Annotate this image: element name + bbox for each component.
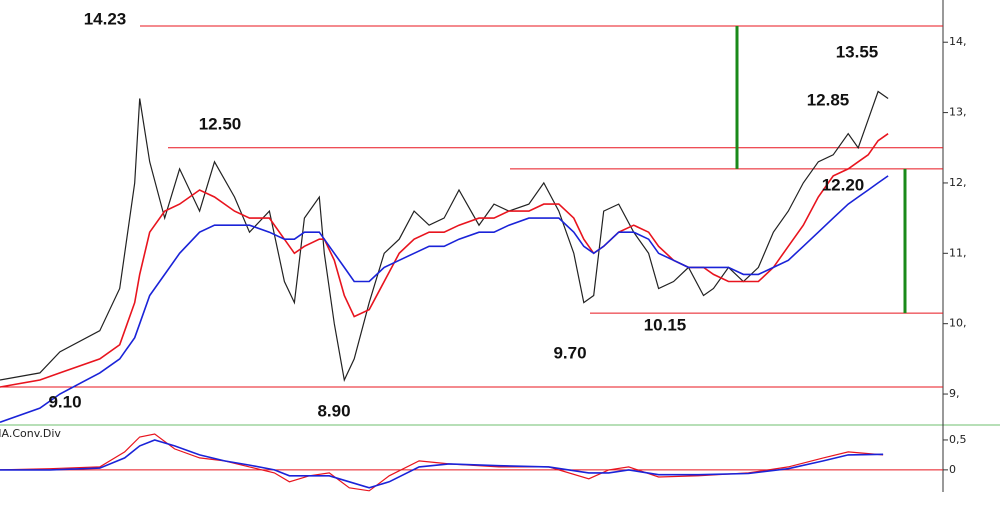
series-line (0, 175, 889, 423)
series-line (0, 439, 884, 489)
annotation: 12.85 (807, 90, 850, 109)
level-label: 10.15 (644, 315, 687, 334)
series-line (0, 433, 884, 492)
y-tick-label: 11, (949, 246, 967, 259)
series-line (0, 90, 889, 382)
series-line (0, 133, 889, 388)
y-tick-label: 10, (949, 317, 967, 330)
y-tick-label: 12, (949, 176, 967, 189)
level-label: 14.23 (84, 9, 127, 28)
level-label: 12.20 (822, 175, 865, 194)
annotation: 13.55 (836, 42, 879, 61)
y-tick-label: 14, (949, 35, 967, 48)
y-tick-label: 0,5 (949, 433, 967, 446)
annotation: 9.70 (553, 343, 586, 362)
y-tick-label: 9, (949, 387, 960, 400)
level-label: 9.10 (48, 392, 81, 411)
annotation: 8.90 (317, 401, 350, 420)
panel-title: MA.Conv.Div (0, 427, 61, 440)
y-tick-label: 0 (949, 463, 956, 476)
level-label: 12.50 (199, 114, 242, 133)
y-tick-label: 13, (949, 106, 967, 119)
